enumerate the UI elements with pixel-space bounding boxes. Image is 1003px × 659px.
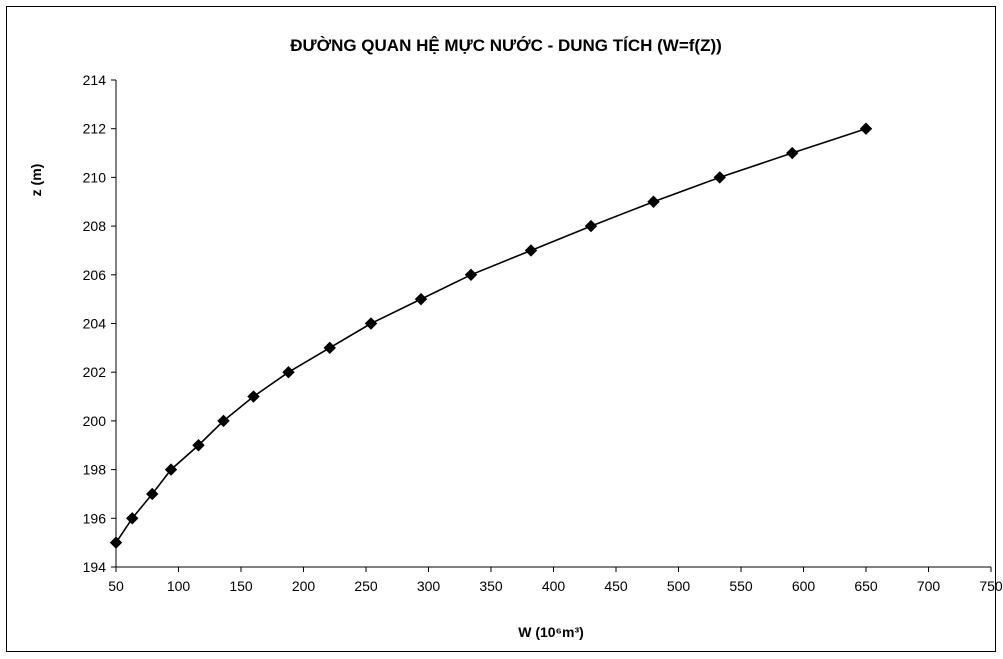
data-point [464, 268, 478, 282]
x-tick-label: 50 [108, 578, 124, 594]
x-tick-label: 700 [917, 578, 941, 594]
y-tick-label: 198 [83, 462, 107, 478]
data-point [126, 512, 139, 525]
chart-title: ĐƯỜNG QUAN HỆ MỰC NƯỚC - DUNG TÍCH (W=f(… [290, 36, 722, 55]
x-axis-ticks: 50 100 150 200 250 300 350 400 450 500 550 600 650 70… [108, 567, 1003, 594]
data-point [414, 292, 428, 306]
y-tick-label: 196 [83, 510, 107, 526]
data-point [146, 487, 159, 501]
data-point [164, 463, 178, 476]
data-point [524, 244, 538, 257]
y-tick-label: 210 [83, 169, 107, 185]
x-tick-label: 150 [229, 578, 253, 594]
data-point [247, 390, 260, 403]
y-tick-label: 204 [83, 316, 107, 332]
data-point [859, 122, 873, 135]
y-tick-label: 214 [83, 72, 107, 88]
x-tick-label: 450 [604, 578, 628, 594]
x-tick-label: 750 [979, 578, 1003, 594]
data-point [109, 536, 123, 549]
x-tick-label: 600 [792, 578, 816, 594]
x-tick-label: 400 [542, 578, 566, 594]
data-point [647, 195, 660, 208]
x-tick-label: 500 [667, 578, 691, 594]
data-point [364, 317, 378, 330]
data-point [786, 146, 799, 160]
x-tick-label: 550 [729, 578, 753, 594]
data-point [282, 365, 295, 379]
y-tick-label: 194 [83, 559, 107, 575]
y-tick-label: 212 [83, 121, 107, 137]
chart-frame [6, 6, 996, 652]
x-tick-label: 300 [417, 578, 441, 594]
y-tick-label: 208 [83, 218, 107, 234]
y-axis-label: z (m) [28, 164, 44, 197]
x-tick-label: 100 [167, 578, 191, 594]
x-axis-label: W (10⁶m³) [518, 624, 584, 640]
data-point [713, 171, 726, 184]
x-tick-label: 350 [479, 578, 503, 594]
data-point [584, 219, 598, 233]
series-group [109, 122, 873, 549]
plot-area [115, 80, 991, 568]
y-tick-label: 206 [83, 267, 107, 283]
x-tick-label: 200 [292, 578, 316, 594]
y-axis-ticks: 194 196 198 200 202 204 206 208 210 212 214 [83, 72, 116, 575]
data-point [192, 439, 205, 452]
series-line [115, 127, 867, 544]
y-tick-label: 200 [83, 413, 107, 429]
data-point [217, 414, 230, 428]
y-tick-label: 202 [83, 364, 107, 380]
x-tick-label: 650 [854, 578, 878, 594]
data-point [323, 341, 336, 355]
x-tick-label: 250 [354, 578, 378, 594]
